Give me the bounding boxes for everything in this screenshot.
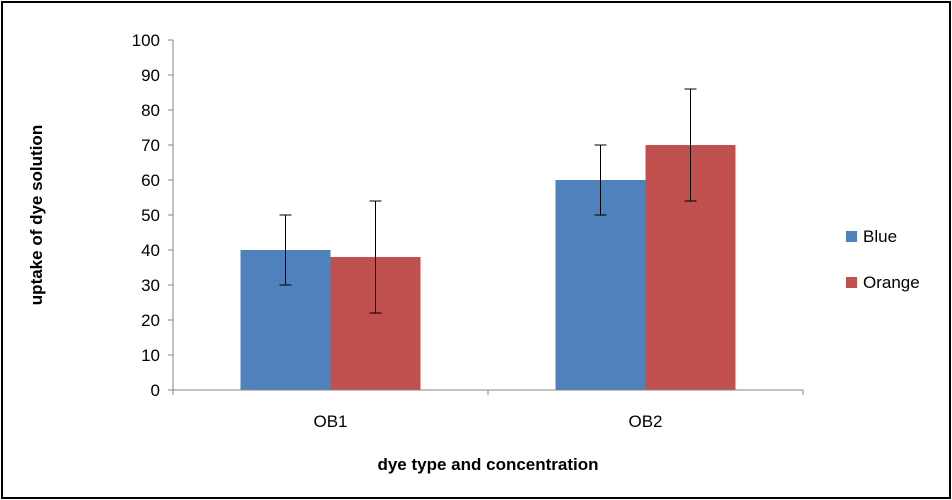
legend-swatch [846,231,857,242]
legend-label: Blue [863,227,897,246]
x-axis-title: dye type and concentration [377,455,598,474]
y-tick-label: 80 [141,101,160,120]
x-tick-label: OB2 [628,412,662,431]
legend-swatch [846,277,857,288]
y-tick-label: 30 [141,276,160,295]
y-tick-label: 100 [132,31,160,50]
y-tick-label: 50 [141,206,160,225]
y-tick-label: 20 [141,311,160,330]
error-bar-orange-ob1 [369,200,382,314]
y-tick-label: 70 [141,136,160,155]
y-tick-label: 40 [141,241,160,260]
bars [240,145,736,390]
y-tick-label: 10 [141,346,160,365]
legend-item-blue: Blue [846,227,897,246]
y-tick-label: 60 [141,171,160,190]
x-tick-label: OB1 [313,412,347,431]
legend-item-orange: Orange [846,273,920,292]
error-bar-blue-ob2 [594,144,607,216]
y-tick-label: 0 [151,381,160,400]
error-bar-blue-ob1 [279,214,292,286]
error-bars [279,88,697,314]
legend-label: Orange [863,273,920,292]
y-tick-label: 90 [141,66,160,85]
y-axis-title: uptake of dye solution [27,125,46,305]
error-bar-orange-ob2 [684,88,697,202]
legend: Blue Orange [846,227,920,292]
y-axis-ticks: 0 10 20 30 40 50 60 70 80 90 100 [132,31,173,400]
x-axis-ticks: OB1 OB2 [172,390,804,431]
